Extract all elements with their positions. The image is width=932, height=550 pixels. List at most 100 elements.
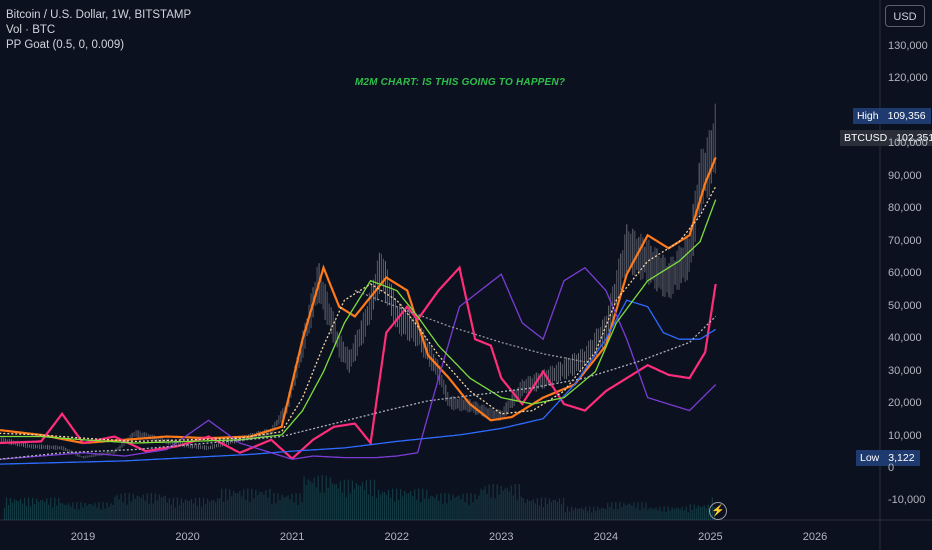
- volume-bar: [657, 510, 659, 520]
- volume-bar: [412, 496, 414, 520]
- volume-bar: [546, 504, 549, 520]
- volume-bar: [418, 488, 420, 520]
- volume-bar: [331, 483, 333, 520]
- volume-bar: [297, 504, 299, 520]
- volume-bar: [617, 508, 619, 520]
- volume-bar: [474, 493, 476, 520]
- volume-bar: [426, 489, 428, 520]
- volume-bar: [645, 502, 647, 520]
- volume-bar: [524, 502, 526, 520]
- volume-bar: [522, 498, 524, 520]
- volume-bar: [456, 496, 458, 520]
- volume-bar: [408, 493, 410, 520]
- volume-bar: [540, 497, 543, 520]
- volume-bar: [213, 499, 215, 520]
- volume-bar: [333, 484, 335, 520]
- volume-bar: [629, 503, 631, 520]
- volume-bar: [168, 498, 170, 520]
- volume-bar: [414, 489, 416, 520]
- lightning-icon[interactable]: ⚡: [709, 502, 727, 520]
- low-badge-label: Low: [856, 450, 884, 466]
- volume-bar: [391, 488, 394, 520]
- volume-bar: [570, 506, 573, 520]
- indicator-line-3: [0, 299, 717, 465]
- volume-bar: [699, 506, 701, 520]
- currency-button[interactable]: USD: [885, 5, 925, 27]
- volume-bar: [98, 502, 100, 520]
- volume-bar: [450, 500, 452, 520]
- volume-bar: [581, 507, 583, 520]
- x-tick-label: 2024: [593, 531, 619, 543]
- volume-bar: [536, 498, 538, 520]
- volume-bar: [301, 501, 303, 520]
- volume-bar: [287, 495, 289, 520]
- price-badge-label: BTCUSD: [840, 130, 892, 146]
- volume-bar: [19, 498, 22, 520]
- volume-bar: [128, 493, 130, 520]
- volume-bar: [373, 479, 376, 520]
- volume-bar: [247, 488, 249, 520]
- volume-bar: [305, 484, 307, 520]
- volume-bar: [587, 511, 589, 520]
- volume-bar: [315, 487, 317, 520]
- volume-bar: [38, 501, 40, 520]
- y-tick-label: 10,000: [888, 429, 922, 442]
- volume-bar: [659, 506, 661, 520]
- volume-bar: [603, 508, 605, 520]
- volume-bar: [48, 504, 50, 520]
- volume-bar: [339, 481, 341, 520]
- volume-bar: [231, 496, 233, 520]
- volume-bar: [504, 488, 506, 520]
- indicator-line-4: [0, 266, 717, 460]
- volume-indicator-label[interactable]: Vol · BTC: [6, 24, 56, 36]
- volume-bar: [532, 499, 534, 520]
- volume-bar: [152, 503, 154, 520]
- volume-bar: [436, 494, 438, 520]
- volume-bar: [677, 507, 679, 520]
- volume-bar: [490, 497, 492, 520]
- symbol-title[interactable]: Bitcoin / U.S. Dollar, 1W, BITSTAMP: [6, 9, 192, 21]
- volume-bar: [544, 497, 547, 520]
- x-tick-label: 2022: [384, 531, 409, 543]
- volume-bar: [291, 493, 293, 520]
- volume-bar: [21, 503, 24, 520]
- low-badge: Low 3,122: [856, 450, 920, 466]
- volume-bar: [299, 493, 301, 520]
- volume-bar: [404, 490, 406, 520]
- volume-bar: [683, 510, 685, 520]
- volume-bar: [160, 497, 162, 520]
- volume-bar: [396, 488, 398, 520]
- y-tick-label: 0: [888, 462, 895, 474]
- volume-bar: [142, 494, 144, 520]
- volume-bar: [538, 505, 540, 520]
- volume-bar: [241, 496, 243, 520]
- volume-bar: [66, 504, 68, 520]
- volume-bar: [215, 502, 217, 520]
- volume-bar: [146, 493, 148, 520]
- volume-bar: [377, 490, 380, 520]
- volume-bar: [661, 511, 663, 520]
- y-tick-label: 90,000: [888, 169, 922, 182]
- volume-bar: [227, 499, 229, 520]
- volume-bar: [633, 502, 635, 520]
- volume-bar: [649, 507, 651, 520]
- volume-bar: [369, 479, 372, 520]
- indicator-line-2: [0, 265, 717, 461]
- volume-bar: [138, 496, 140, 520]
- high-badge-value: 109,356: [882, 108, 931, 124]
- volume-bar: [389, 498, 392, 520]
- volume-bar: [434, 498, 436, 520]
- volume-bar: [122, 502, 124, 520]
- volume-bar: [601, 507, 603, 520]
- pp-goat-indicator-label[interactable]: PP Goat (0.5, 0, 0.009): [6, 39, 125, 51]
- y-tick-label: 30,000: [888, 364, 922, 377]
- volume-bar: [512, 495, 514, 520]
- y-tick-label: 60,000: [888, 267, 922, 280]
- volume-bar: [486, 493, 488, 520]
- volume-bar: [170, 504, 172, 520]
- volume-bar: [134, 498, 136, 520]
- y-tick-label: 130,000: [888, 40, 928, 52]
- volume-bar: [701, 506, 703, 520]
- volume-bar: [574, 507, 577, 520]
